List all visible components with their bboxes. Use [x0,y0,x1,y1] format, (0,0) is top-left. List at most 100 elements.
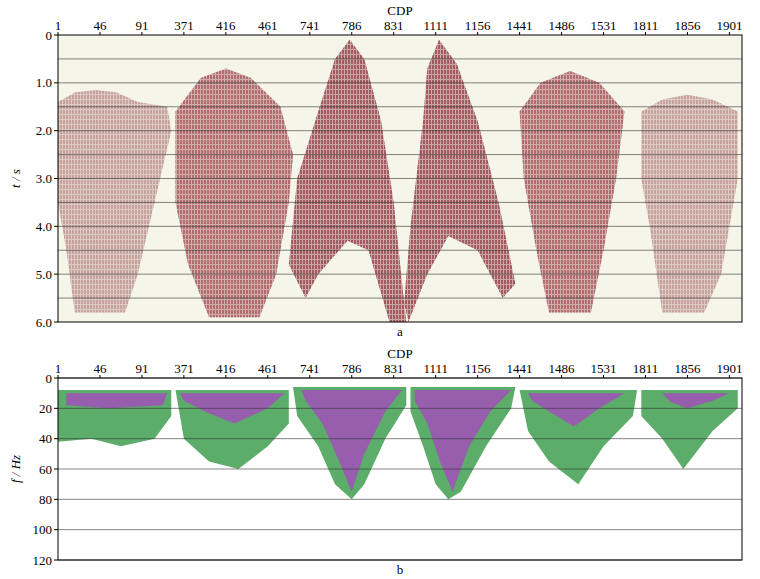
y-tick [54,274,58,275]
y-tick-label: 0 [46,28,53,43]
region [641,390,738,469]
x-tick-label: 1156 [465,18,491,33]
panel-letter: a [397,324,403,339]
x-tick-label: 1856 [674,18,701,33]
x-tick-label: 46 [93,361,107,376]
grid-line [58,226,742,227]
x-tick-label: 1 [55,18,62,33]
grid-line [58,82,742,83]
plot-frame [58,378,742,560]
grid-line [58,130,742,131]
plot-background [58,378,742,560]
x-axis-title: CDP [387,3,412,18]
y-tick [54,529,58,530]
grid-line [58,408,742,409]
region [58,90,171,312]
y-tick-label: 3.0 [36,171,52,186]
y-tick [54,378,58,379]
x-tick-label: 91 [135,18,148,33]
y-tick [54,178,58,179]
y-tick [54,82,58,83]
grid-line [58,178,742,179]
x-tick-label: 741 [300,361,320,376]
y-tick [54,438,58,439]
x-tick-label: 1111 [423,361,448,376]
x-tick-label: 1111 [423,18,448,33]
x-tick-label: 1441 [507,18,533,33]
texture [176,69,294,318]
y-tick-label: 0 [46,371,53,386]
region [528,393,625,426]
figure: 01.02.03.04.05.06.0146913714164617417868… [0,0,760,579]
texture [520,71,625,313]
x-tick-label: 1 [55,361,62,376]
y-tick-label: 20 [39,401,52,416]
grid-line [58,274,742,275]
y-tick [54,130,58,131]
region [520,71,625,313]
texture [289,40,407,322]
x-tick-label: 1531 [591,18,617,33]
y-axis-title: f / Hz [8,455,23,483]
x-tick-label: 1531 [591,361,617,376]
grid-line [58,298,742,299]
x-tick-label: 1811 [633,361,659,376]
region [662,393,729,408]
region [293,387,406,499]
region [58,390,171,446]
x-tick-label: 786 [342,18,362,33]
x-tick-label: 416 [216,18,236,33]
grid-line [58,58,742,59]
y-tick [54,499,58,500]
x-tick-label: 1901 [716,361,742,376]
y-tick-label: 5.0 [36,267,52,282]
x-tick-label: 1811 [633,18,659,33]
x-tick-label: 1856 [674,361,701,376]
region [66,393,167,408]
marks [58,40,738,322]
x-tick-label: 461 [258,18,278,33]
y-tick [54,226,58,227]
region [415,390,512,492]
panel-letter: b [397,562,404,577]
y-tick-label: 60 [39,462,52,477]
grid-line [58,202,742,203]
x-tick-label: 46 [93,18,107,33]
x-tick-label: 831 [384,361,404,376]
y-tick-label: 100 [33,522,53,537]
grid-line [58,154,742,155]
grid-line [58,499,742,500]
y-axis-title: t / s [8,169,23,188]
x-tick-label: 371 [174,361,194,376]
y-tick-label: 4.0 [36,219,52,234]
x-tick-label: 741 [300,18,320,33]
region [520,390,638,484]
grid-line [58,106,742,107]
y-tick-label: 40 [39,431,52,446]
grid-line [58,529,742,530]
y-tick [54,408,58,409]
y-tick-label: 120 [33,553,53,568]
y-tick-label: 2.0 [36,123,52,138]
texture [641,95,738,313]
region [176,390,289,469]
x-tick-label: 371 [174,18,194,33]
x-tick-label: 91 [135,361,148,376]
x-tick-label: 1486 [549,18,576,33]
marks [58,387,738,499]
texture [404,40,515,322]
x-tick-label: 461 [258,361,278,376]
plot-frame [58,35,742,322]
region [404,40,515,322]
y-tick [54,469,58,470]
x-tick-label: 1486 [549,361,576,376]
texture [58,90,171,312]
y-tick [54,560,58,561]
x-tick-label: 1901 [716,18,742,33]
y-tick-label: 6.0 [36,315,52,330]
grid-line [58,438,742,439]
x-tick-label: 831 [384,18,404,33]
x-tick-label: 416 [216,361,236,376]
grid-line [58,250,742,251]
plot-background [58,35,742,322]
